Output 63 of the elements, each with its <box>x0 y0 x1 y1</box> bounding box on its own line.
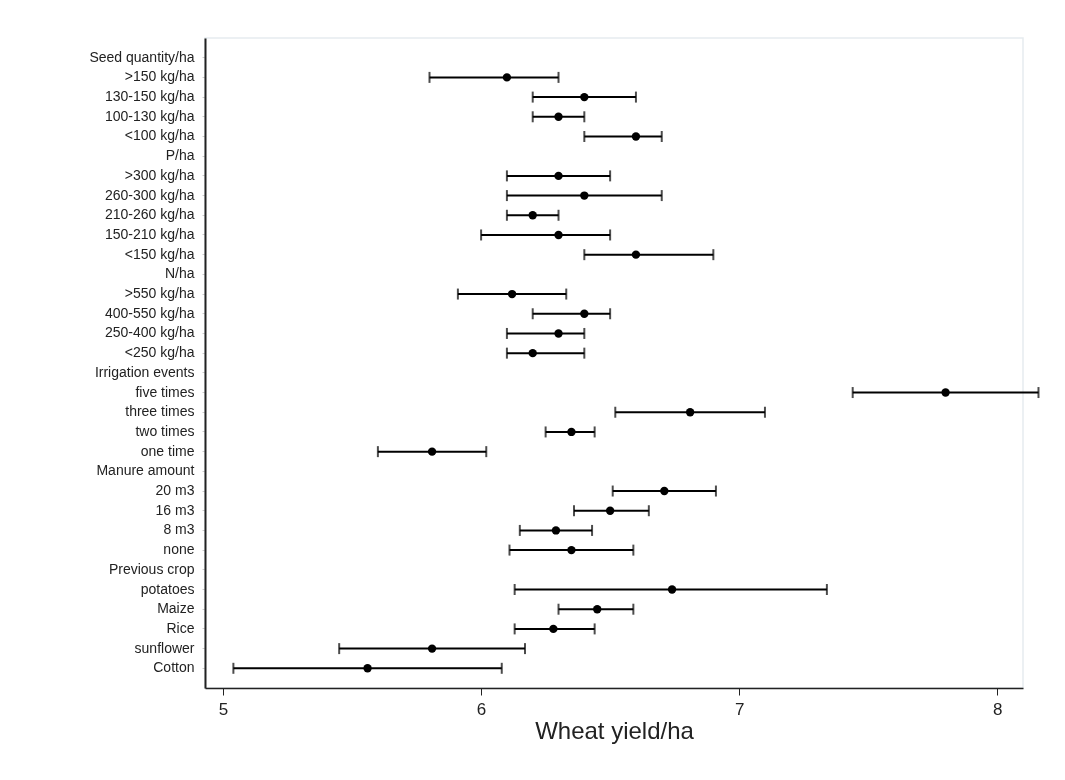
y-tick-label: none <box>163 541 195 558</box>
x-tick-label: 6 <box>476 699 487 719</box>
y-tick-label: >150 kg/ha <box>124 68 195 85</box>
x-tick-label: 7 <box>734 699 745 719</box>
y-tick-label: 16 m3 <box>155 501 195 518</box>
y-tick-label: 20 m3 <box>155 482 195 499</box>
point <box>631 250 641 259</box>
x-axis-title: Wheat yield/ha <box>535 716 695 744</box>
y-tick-label: N/ha <box>164 265 195 282</box>
y-tick-label: one time <box>140 442 195 459</box>
point <box>941 388 950 397</box>
y-tick-label: Cotton <box>153 659 195 676</box>
y-tick-label: 150-210 kg/ha <box>104 225 195 242</box>
y-tick-label: 400-550 kg/ha <box>104 304 195 321</box>
point <box>528 211 537 220</box>
y-tick-label: 100-130 kg/ha <box>104 107 195 124</box>
point <box>554 329 563 338</box>
point <box>554 171 563 181</box>
y-tick-label: Rice <box>166 619 195 636</box>
point <box>685 408 695 417</box>
point <box>605 506 615 515</box>
y-tick-label: 260-300 kg/ha <box>104 186 195 203</box>
x-tick-label: 5 <box>218 699 229 719</box>
point <box>580 92 589 102</box>
point <box>507 289 517 299</box>
point <box>593 605 602 614</box>
point <box>554 230 563 240</box>
point <box>631 132 641 141</box>
point <box>549 624 558 634</box>
y-tick-label: Maize <box>157 600 195 617</box>
point <box>580 191 589 200</box>
point <box>580 309 589 318</box>
point <box>427 644 437 653</box>
point <box>528 348 537 358</box>
y-tick-label: potatoes <box>140 580 195 597</box>
point <box>554 112 563 121</box>
point <box>567 545 576 555</box>
y-tick-label: Previous crop <box>108 560 195 577</box>
y-tick-label: three times <box>125 403 195 420</box>
point <box>660 486 669 496</box>
y-tick-label: <150 kg/ha <box>124 245 195 262</box>
point <box>427 447 437 456</box>
point <box>551 526 561 535</box>
y-tick-label: 250-400 kg/ha <box>104 324 195 341</box>
y-tick-label: <100 kg/ha <box>124 127 195 144</box>
y-tick-label: Irrigation events <box>94 363 195 380</box>
y-tick-label: sunflower <box>134 639 195 656</box>
y-tick-label: >300 kg/ha <box>124 166 195 183</box>
y-tick-label: >550 kg/ha <box>124 285 195 302</box>
y-tick-label: Seed quantity/ha <box>89 48 195 65</box>
point <box>363 664 372 673</box>
x-tick-label: 8 <box>992 699 1003 719</box>
y-tick-label: two times <box>135 422 195 439</box>
y-tick-label: P/ha <box>165 147 195 164</box>
y-tick-label: five times <box>135 383 195 400</box>
point <box>502 73 512 82</box>
point <box>567 427 576 437</box>
y-tick-label: 210-260 kg/ha <box>104 206 195 223</box>
y-tick-label: 130-150 kg/ha <box>104 88 195 105</box>
point <box>667 585 677 594</box>
y-tick-label: Manure amount <box>96 462 195 479</box>
y-tick-label: 8 m3 <box>163 521 195 538</box>
y-tick-label: <250 kg/ha <box>124 344 195 361</box>
